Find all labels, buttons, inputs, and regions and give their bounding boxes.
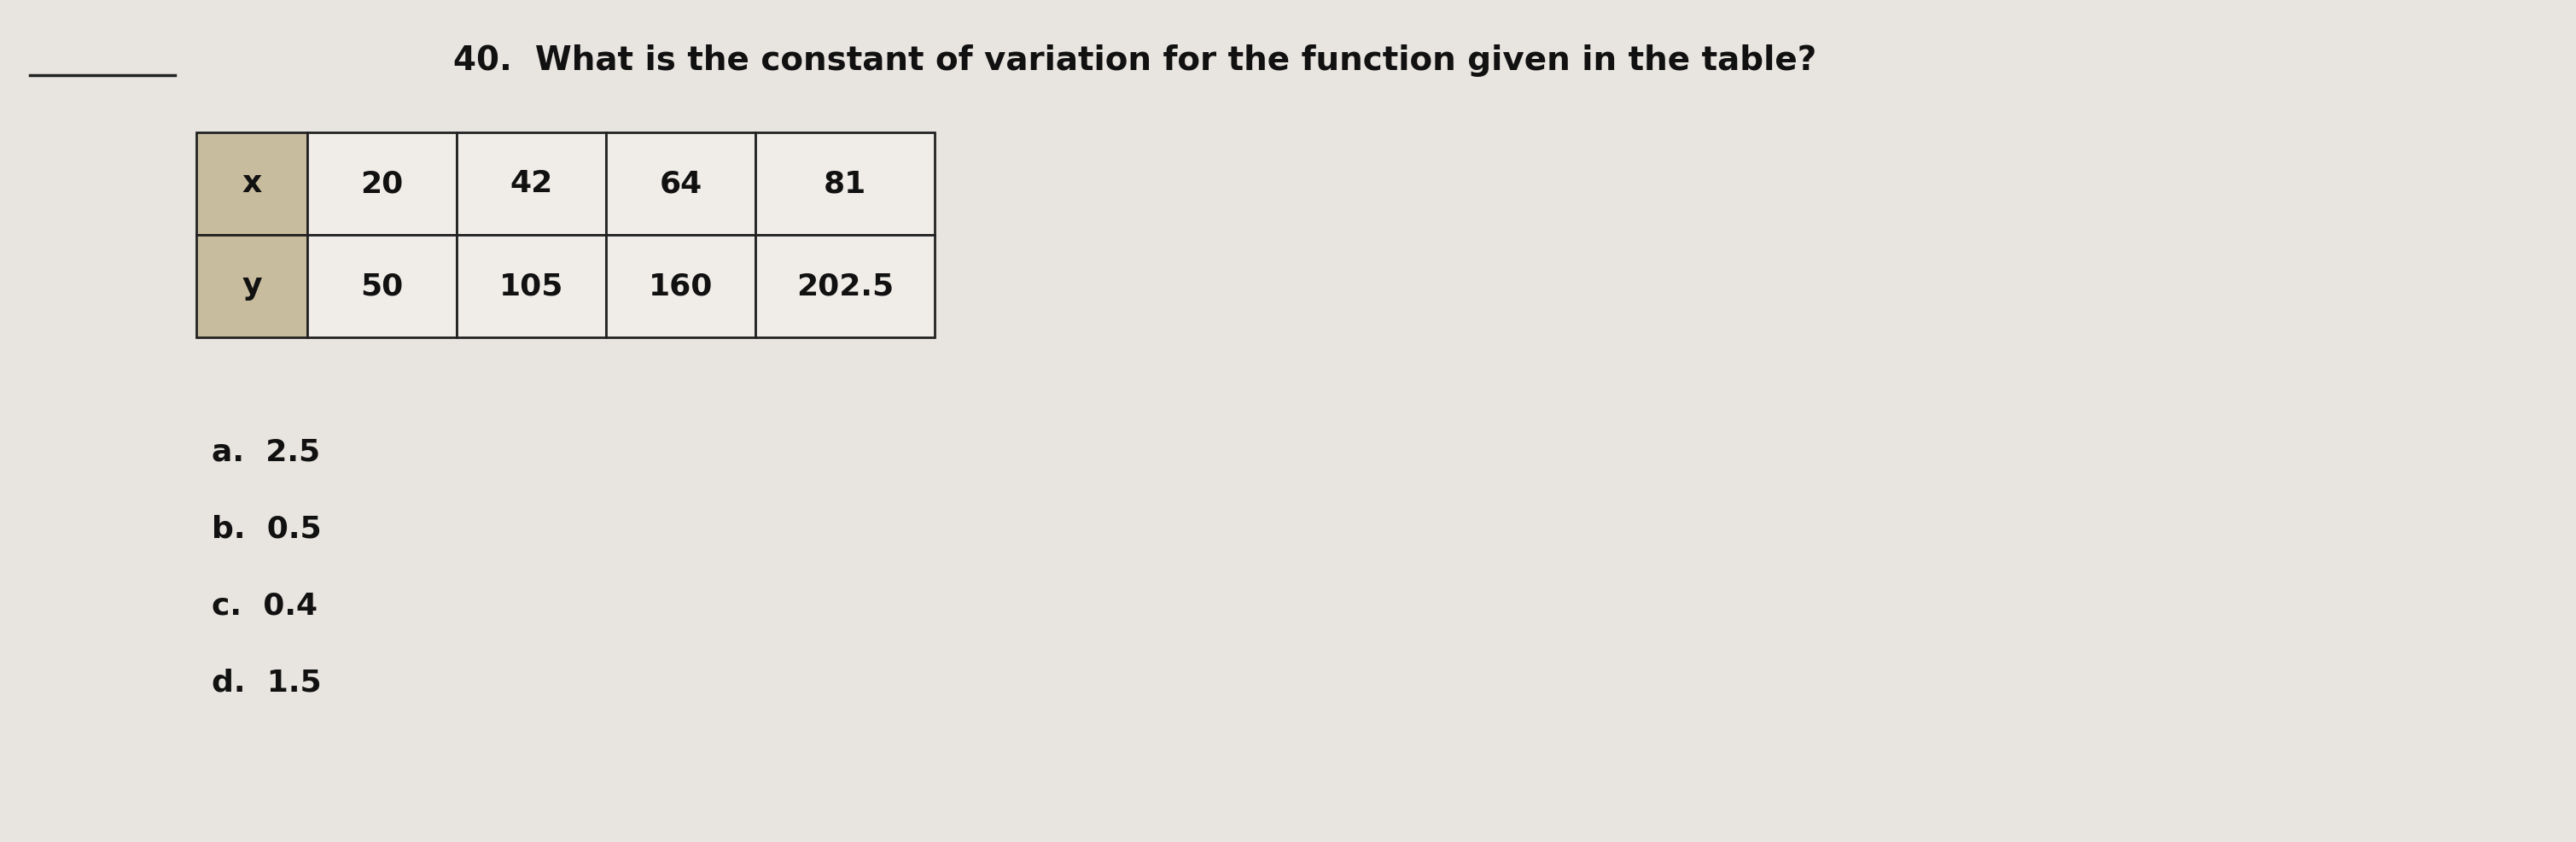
Text: y: y <box>242 272 263 301</box>
Bar <box>307 235 456 338</box>
Bar <box>755 235 935 338</box>
Text: 202.5: 202.5 <box>796 272 894 301</box>
Text: x: x <box>242 169 263 198</box>
Text: 64: 64 <box>659 169 703 198</box>
Bar <box>605 132 755 235</box>
Text: b.  0.5: b. 0.5 <box>211 515 322 544</box>
Text: 20: 20 <box>361 169 404 198</box>
Text: d.  1.5: d. 1.5 <box>211 669 322 698</box>
Text: c.  0.4: c. 0.4 <box>211 592 317 621</box>
Bar <box>456 235 605 338</box>
Text: 40.  What is the constant of variation for the function given in the table?: 40. What is the constant of variation fo… <box>453 45 1816 77</box>
Bar <box>755 132 935 235</box>
Text: 160: 160 <box>649 272 714 301</box>
Bar <box>196 132 307 235</box>
Text: 105: 105 <box>500 272 564 301</box>
Bar <box>605 235 755 338</box>
Bar <box>456 132 605 235</box>
Text: 50: 50 <box>361 272 404 301</box>
Text: a.  2.5: a. 2.5 <box>211 438 319 467</box>
Bar <box>307 132 456 235</box>
Text: 42: 42 <box>510 169 554 198</box>
Bar <box>196 235 307 338</box>
Text: 81: 81 <box>824 169 866 198</box>
